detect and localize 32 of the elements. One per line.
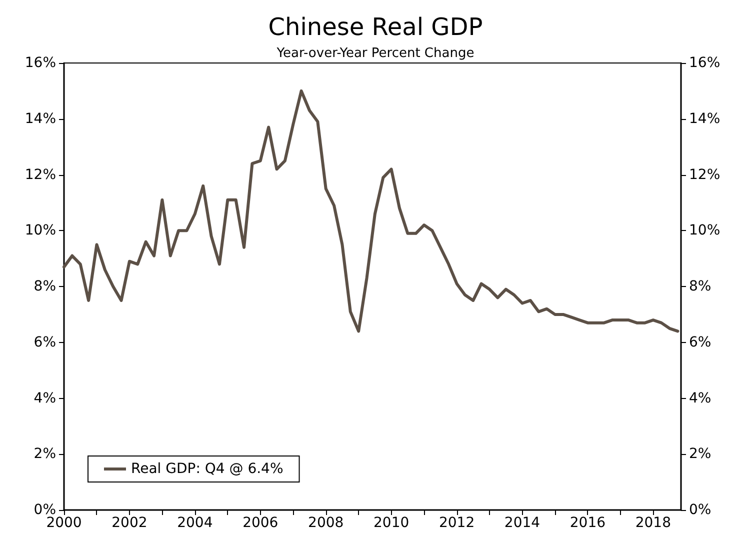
y2-tick-label: 16% (689, 55, 720, 71)
y2-tick-label: 8% (689, 278, 712, 294)
line-series (62, 89, 680, 333)
y-tick-label: 12% (24, 166, 56, 183)
x-tick-label: 2002 (112, 515, 148, 531)
x-tick-label: 2004 (177, 515, 213, 531)
x-tick-label: 2012 (438, 515, 475, 531)
y-tick-label: 6% (34, 334, 56, 350)
x-tick-label: 2008 (308, 515, 344, 531)
x-tick-label: 2000 (46, 515, 82, 531)
x-tick-label: 2018 (635, 515, 671, 531)
y2-tick-label: 0% (689, 502, 712, 518)
y-tick-label: 2% (34, 446, 56, 462)
y2-tick-label: 2% (689, 446, 712, 462)
y2-tick-label: 14% (689, 110, 720, 127)
chart-title: Chinese Real GDP (268, 13, 483, 41)
y-tick-label: 0% (34, 502, 56, 518)
y2-tick-label: 4% (689, 390, 712, 406)
x-tick-label: 2014 (504, 515, 540, 531)
legend-label: Real GDP: Q4 @ 6.4% (131, 461, 284, 477)
y2-tick-label: 12% (689, 166, 720, 183)
y-tick-label: 4% (34, 390, 56, 406)
y-tick-label: 10% (24, 222, 56, 239)
x-tick-label: 2016 (570, 515, 606, 531)
y2-tick-label: 10% (689, 222, 720, 239)
x-tick-label: 2010 (374, 515, 410, 531)
y-tick-label: 14% (24, 110, 56, 127)
x-tick-label: 2006 (242, 515, 278, 531)
y-tick-label: 8% (34, 278, 56, 294)
y2-tick-label: 6% (689, 334, 712, 350)
y-tick-label: 16% (24, 55, 56, 71)
chart-subtitle: Year-over-Year Percent Change (276, 46, 474, 61)
